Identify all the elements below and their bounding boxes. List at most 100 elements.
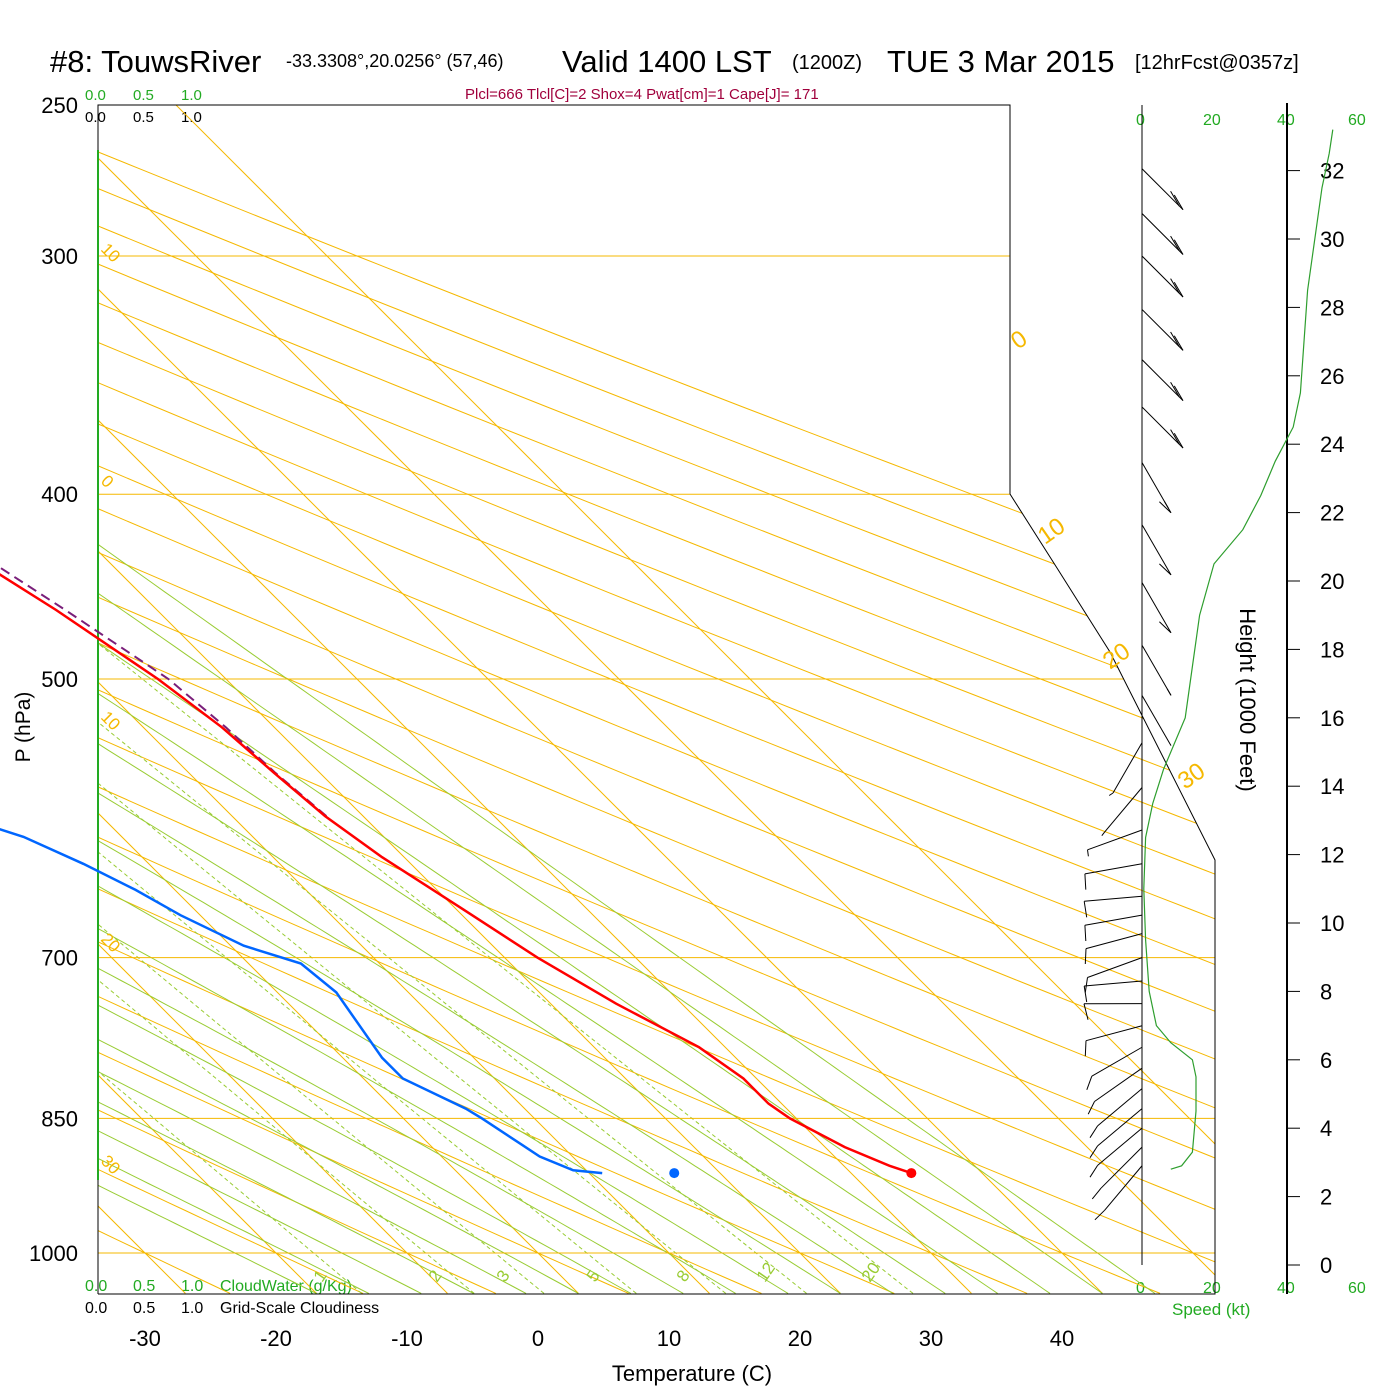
moist-adiabat-line bbox=[98, 105, 422, 1294]
isotherm-line bbox=[98, 105, 841, 1294]
wind-barb-flag bbox=[1084, 977, 1088, 993]
mixing-ratio-label: 8 bbox=[673, 1267, 694, 1286]
x-tick-label: 0 bbox=[532, 1326, 544, 1351]
dry-adiabat-line bbox=[98, 105, 895, 1294]
wind-barb bbox=[1089, 1127, 1143, 1178]
wind-barb-shaft bbox=[1141, 644, 1172, 696]
cloud-scale-bottom: 0.0 0.5 1.0 CloudWater (g/Kg) 0.0 0.5 1.… bbox=[85, 1278, 379, 1317]
moist-adiabat-line bbox=[98, 105, 789, 1294]
mixing-ratio-line bbox=[98, 493, 362, 1294]
wind-barb bbox=[1141, 213, 1184, 255]
pressure-tick-label: 1000 bbox=[29, 1241, 78, 1266]
dry-adiabat-label: 10 bbox=[97, 239, 124, 266]
valid-date: TUE 3 Mar 2015 bbox=[887, 44, 1114, 79]
wind-barb bbox=[1141, 309, 1184, 351]
station-coords: -33.3308°,20.0256° (57,46) bbox=[286, 51, 504, 71]
cloudwater-label: CloudWater (g/Kg) bbox=[220, 1278, 352, 1295]
wind-barb-flag bbox=[1173, 239, 1184, 255]
axis-ticks: -30 -20 -10 0 10 20 30 402503004005007008501000… bbox=[29, 93, 1344, 1351]
dry-adiabat-line bbox=[98, 105, 1028, 1294]
mixing-ratio-line bbox=[98, 493, 914, 1294]
wind-barb-flag bbox=[1173, 335, 1184, 351]
isotherm-line bbox=[98, 105, 317, 1294]
wind-barb-shaft bbox=[1097, 1127, 1143, 1166]
frame-outline bbox=[97, 104, 1216, 1295]
moist-adiabat-line bbox=[98, 105, 894, 1294]
dry-adiabat-line bbox=[98, 105, 1215, 1294]
cloud-top-green-1: 0.5 bbox=[133, 87, 154, 104]
height-tick-label: 12 bbox=[1320, 843, 1344, 868]
height-tick-label: 30 bbox=[1320, 227, 1344, 252]
wind-panel bbox=[1083, 105, 1334, 1265]
x-tick-label: -30 bbox=[129, 1326, 161, 1351]
wind-barb bbox=[1084, 863, 1143, 890]
wind-barb bbox=[1084, 1025, 1143, 1057]
mixing-ratio-label: 5 bbox=[583, 1267, 604, 1286]
height-tick-label: 14 bbox=[1320, 774, 1344, 799]
dry-adiabat-label-right: 20 bbox=[1098, 637, 1135, 674]
cloud-scale-top: 0.0 0.5 1.0 0.0 0.5 1.0 bbox=[85, 87, 202, 126]
x-tick-label: -10 bbox=[391, 1326, 423, 1351]
wind-barb-flag bbox=[1170, 191, 1180, 207]
dry-adiabat-line bbox=[98, 105, 1215, 1294]
wind-barb-shaft bbox=[1141, 213, 1184, 255]
wind-barb-shaft bbox=[1087, 829, 1143, 851]
x-axis-title: Temperature (C) bbox=[612, 1361, 772, 1386]
isotherm-line bbox=[98, 105, 1215, 1294]
mixing-ratio-line bbox=[98, 493, 637, 1294]
wind-barb-flag bbox=[1173, 385, 1184, 401]
dry-adiabat-label: 0 bbox=[97, 471, 117, 491]
x-tick-label: 30 bbox=[919, 1326, 943, 1351]
wind-barb-flag bbox=[1170, 429, 1180, 445]
wind-barb-shaft bbox=[1094, 1067, 1143, 1102]
height-tick-label: 10 bbox=[1320, 911, 1344, 936]
wind-barb-flag bbox=[1083, 901, 1088, 918]
valid-time: Valid 1400 LST bbox=[562, 44, 772, 79]
dry-adiabat-line bbox=[98, 105, 1215, 1294]
height-tick-label: 20 bbox=[1320, 569, 1344, 594]
wind-barb-flag bbox=[1173, 432, 1184, 449]
wind-barb-shaft bbox=[1104, 787, 1143, 833]
wind-barb-shaft bbox=[1112, 742, 1143, 794]
dry-adiabat-line bbox=[98, 105, 1215, 1294]
moist-adiabat-line bbox=[98, 105, 527, 1294]
wind-barb-flag bbox=[1173, 194, 1184, 210]
dry-adiabat-line bbox=[98, 105, 1215, 1294]
mixing-ratio-label: 3 bbox=[493, 1267, 514, 1286]
wind-barb-flag bbox=[1173, 282, 1184, 298]
cloud-top-black-0: 0.0 bbox=[85, 109, 106, 126]
pressure-tick-label: 300 bbox=[41, 244, 78, 269]
x-tick-label: 40 bbox=[1050, 1326, 1074, 1351]
wind-barb bbox=[1141, 359, 1184, 401]
sounding-profiles bbox=[0, 566, 917, 1179]
wind-barb-flag bbox=[1086, 1076, 1093, 1090]
pressure-tick-label: 400 bbox=[41, 482, 78, 507]
wind-barb-shaft bbox=[1084, 914, 1143, 926]
pressure-tick-label: 500 bbox=[41, 667, 78, 692]
wind-barb-flag bbox=[1159, 501, 1172, 514]
pressure-tick-label: 850 bbox=[41, 1106, 78, 1131]
height-tick-label: 18 bbox=[1320, 637, 1344, 662]
wind-barb-flag bbox=[1159, 563, 1172, 576]
x-tick-label: -20 bbox=[260, 1326, 292, 1351]
wind-barb-shaft bbox=[1141, 309, 1184, 351]
x-tick-label: 10 bbox=[657, 1326, 681, 1351]
wind-barb bbox=[1094, 1165, 1143, 1221]
moist-adiabat-line bbox=[98, 105, 1051, 1294]
height-tick-label: 22 bbox=[1320, 501, 1344, 526]
station-title: #8: TouwsRiver bbox=[50, 44, 261, 79]
surface-dewpoint-dot bbox=[669, 1168, 680, 1179]
speed-axis-label: Speed (kt) bbox=[1172, 1300, 1250, 1319]
moist-adiabat-line bbox=[98, 105, 736, 1294]
wind-barb-shaft bbox=[1141, 168, 1184, 211]
dry-adiabat-line bbox=[98, 105, 1215, 1294]
height-axis-title: Height (1000 Feet) bbox=[1235, 608, 1260, 791]
wind-barb-shaft bbox=[1104, 1165, 1143, 1211]
dry-adiabat-line bbox=[98, 105, 1161, 1294]
wind-barb bbox=[1108, 742, 1143, 796]
wind-barb bbox=[1089, 1088, 1143, 1138]
wind-barb bbox=[1141, 255, 1184, 298]
cloud-bottom-green-0: 0.0 bbox=[85, 1278, 107, 1295]
isotherm-line bbox=[98, 105, 1103, 1294]
